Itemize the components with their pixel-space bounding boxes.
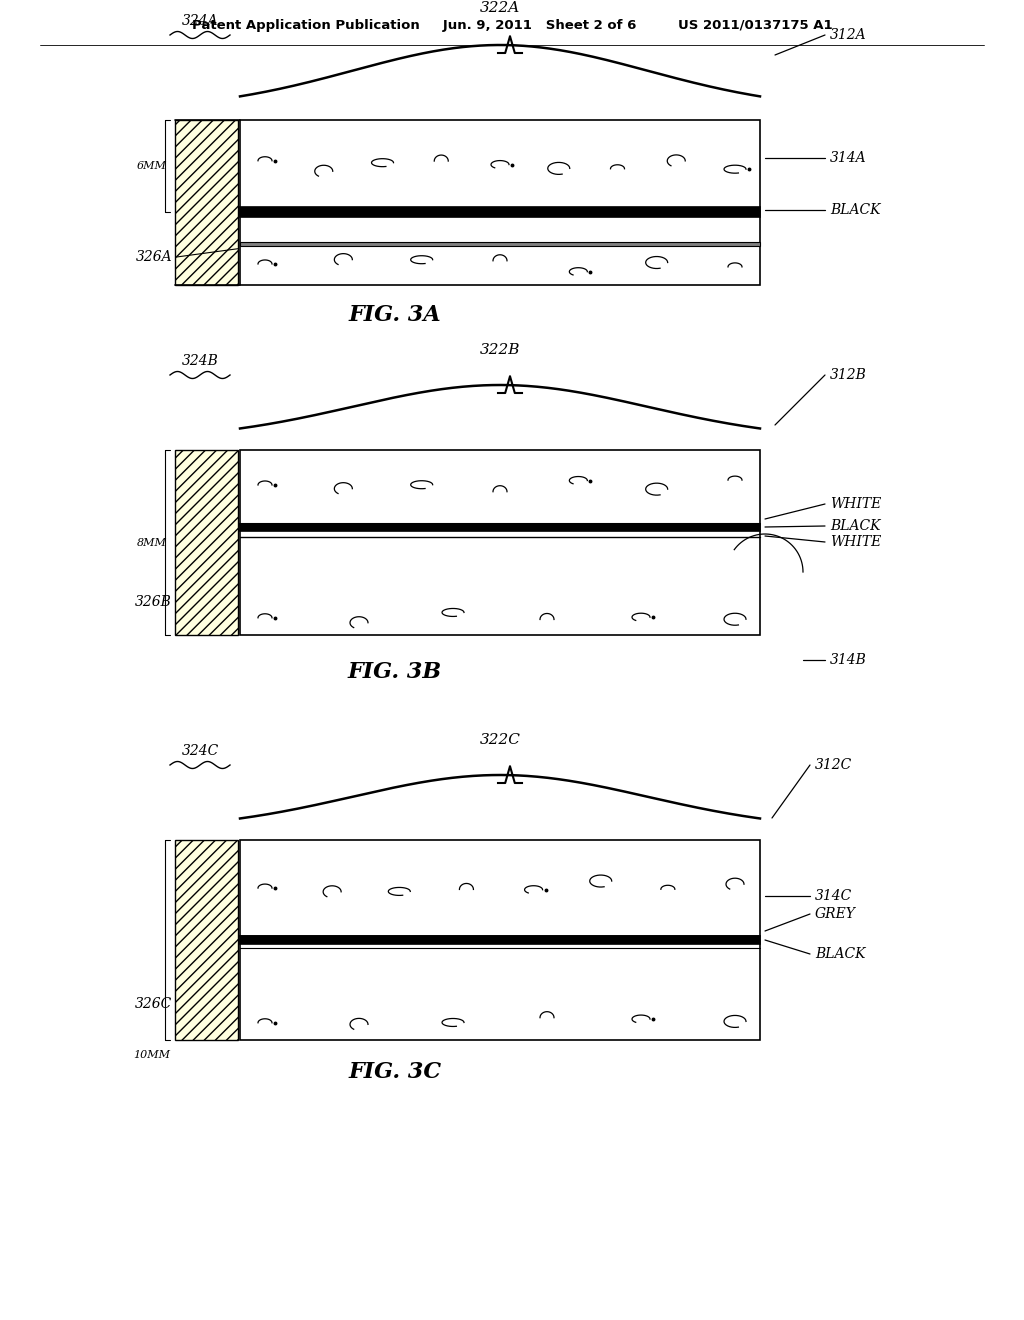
Text: FIG. 3A: FIG. 3A xyxy=(349,304,441,326)
Text: GREY: GREY xyxy=(815,907,856,921)
Text: 312C: 312C xyxy=(815,758,852,772)
Text: 6MM: 6MM xyxy=(137,161,167,172)
Text: 10MM: 10MM xyxy=(133,1049,171,1060)
Text: 312A: 312A xyxy=(830,28,866,42)
Text: 322A: 322A xyxy=(480,1,520,15)
Text: 324C: 324C xyxy=(181,744,219,758)
Bar xyxy=(240,120,760,285)
Bar xyxy=(240,242,760,246)
Text: 322C: 322C xyxy=(479,733,520,747)
Text: 324A: 324A xyxy=(181,15,218,28)
Bar xyxy=(240,936,760,944)
Text: 314A: 314A xyxy=(830,150,866,165)
Text: 324B: 324B xyxy=(181,354,218,368)
Bar xyxy=(240,524,760,531)
Text: 8MM: 8MM xyxy=(137,537,167,548)
Text: Patent Application Publication     Jun. 9, 2011   Sheet 2 of 6         US 2011/0: Patent Application Publication Jun. 9, 2… xyxy=(191,18,833,32)
Text: 314B: 314B xyxy=(830,653,867,667)
Bar xyxy=(175,840,238,1040)
Text: FIG. 3C: FIG. 3C xyxy=(348,1061,441,1082)
Text: 326C: 326C xyxy=(135,997,172,1011)
Text: 326B: 326B xyxy=(135,595,172,609)
Text: 322B: 322B xyxy=(480,343,520,356)
Bar xyxy=(240,450,760,635)
Text: WHITE: WHITE xyxy=(830,498,882,511)
Text: WHITE: WHITE xyxy=(830,535,882,549)
Bar xyxy=(175,450,238,635)
Bar xyxy=(175,120,238,285)
Text: 326A: 326A xyxy=(135,249,172,264)
Text: BLACK: BLACK xyxy=(830,203,881,218)
Text: BLACK: BLACK xyxy=(830,519,881,533)
Text: FIG. 3B: FIG. 3B xyxy=(348,661,442,682)
Text: 314C: 314C xyxy=(815,888,852,903)
Bar xyxy=(240,840,760,1040)
Text: BLACK: BLACK xyxy=(815,946,865,961)
Text: 312B: 312B xyxy=(830,368,867,381)
Bar xyxy=(240,207,760,218)
